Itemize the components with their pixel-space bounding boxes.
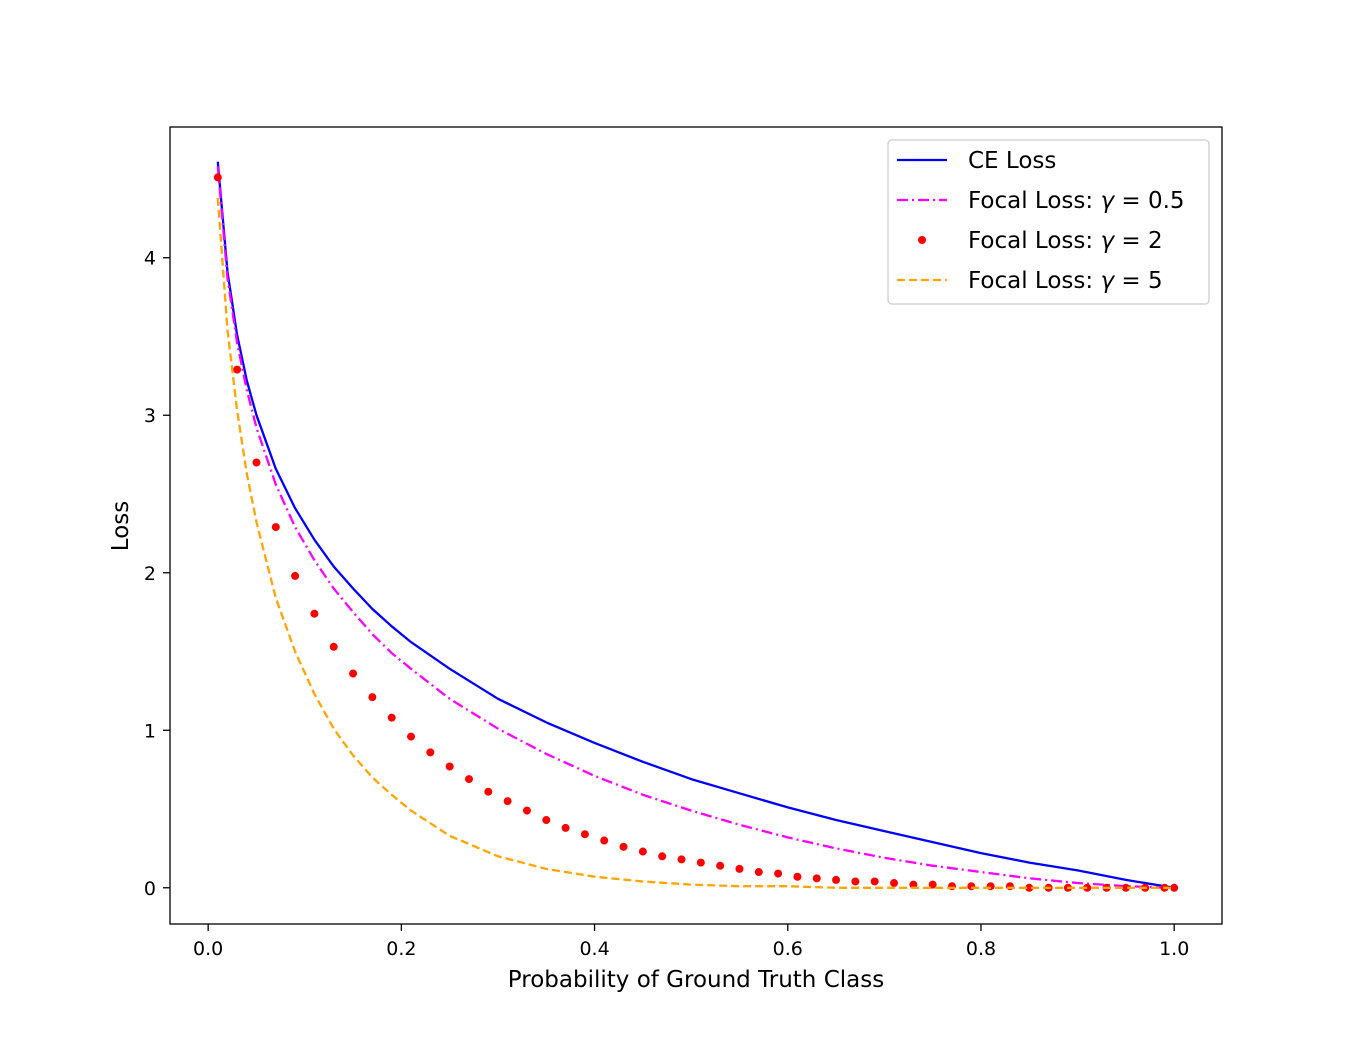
data-point	[310, 609, 319, 618]
y-tick-label: 3	[144, 405, 156, 427]
data-point	[967, 882, 976, 891]
series-ce-loss	[216, 161, 1175, 889]
data-point	[1170, 883, 1179, 892]
x-axis-label: Probability of Ground Truth Class	[508, 967, 884, 993]
data-point	[1121, 883, 1130, 892]
data-point	[735, 864, 744, 873]
x-tick-label: 0.4	[579, 938, 609, 960]
data-point	[638, 847, 647, 856]
data-point	[986, 882, 995, 891]
data-point	[426, 748, 435, 757]
data-point	[561, 823, 570, 832]
data-point	[368, 693, 377, 702]
data-point	[812, 874, 821, 883]
data-point	[503, 797, 512, 806]
plot-frame	[169, 126, 1223, 925]
legend-label-focal-5: Focal Loss: γ = 5	[968, 268, 1163, 294]
legend-label-focal-2: Focal Loss: γ = 2	[968, 228, 1163, 254]
y-tick-label: 1	[144, 720, 156, 742]
legend-handle-focal-2	[918, 236, 926, 244]
data-point	[832, 875, 841, 884]
data-point	[542, 816, 551, 825]
data-point	[387, 713, 396, 722]
series-focal-loss-gamma-5	[216, 197, 1175, 889]
data-point	[677, 855, 686, 864]
x-tick-label: 0.6	[773, 938, 803, 960]
x-tick-label: 0.0	[193, 938, 223, 960]
data-point	[793, 872, 802, 881]
data-point	[580, 830, 589, 839]
data-point	[252, 458, 261, 467]
data-point	[696, 858, 705, 867]
data-point	[407, 732, 416, 741]
x-tick-label: 0.8	[966, 938, 996, 960]
data-point	[600, 836, 609, 845]
data-point	[658, 852, 667, 861]
legend-label-focal-0-5: Focal Loss: γ = 0.5	[968, 188, 1185, 214]
data-point	[754, 868, 763, 877]
y-axis-label: Loss	[108, 501, 134, 551]
data-point	[522, 806, 531, 815]
data-point	[484, 787, 493, 796]
data-point	[890, 879, 899, 888]
data-point	[619, 842, 628, 851]
data-point	[271, 523, 280, 532]
x-axis: 0.0 0.2 0.4 0.6 0.8 1.0	[193, 924, 1189, 960]
data-point	[291, 571, 300, 580]
legend: CE Loss Focal Loss: γ = 0.5 Focal Loss: …	[887, 139, 1210, 305]
legend-box	[887, 139, 1210, 305]
y-tick-label: 4	[144, 248, 156, 270]
data-point	[716, 861, 725, 870]
y-tick-label: 2	[144, 563, 156, 585]
x-tick-label: 0.2	[386, 938, 416, 960]
data-point	[329, 642, 338, 651]
data-point	[1025, 883, 1034, 892]
legend-label-ce-loss: CE Loss	[968, 148, 1056, 174]
data-point	[233, 365, 242, 374]
data-point	[947, 882, 956, 891]
data-point	[349, 669, 358, 678]
data-point	[928, 880, 937, 889]
data-point	[1005, 882, 1014, 891]
y-axis: 0 1 2 3 4	[144, 248, 170, 900]
data-point	[445, 762, 454, 771]
data-point	[464, 775, 473, 784]
series-focal-loss-gamma-0-5	[216, 166, 1175, 889]
data-point	[909, 880, 918, 889]
data-point	[774, 869, 783, 878]
data-point	[1083, 883, 1092, 892]
data-point	[870, 877, 879, 886]
series-layer	[213, 161, 1179, 892]
data-point	[851, 877, 860, 886]
x-tick-label: 1.0	[1159, 938, 1189, 960]
y-tick-label: 0	[144, 878, 156, 900]
data-point	[213, 173, 222, 182]
